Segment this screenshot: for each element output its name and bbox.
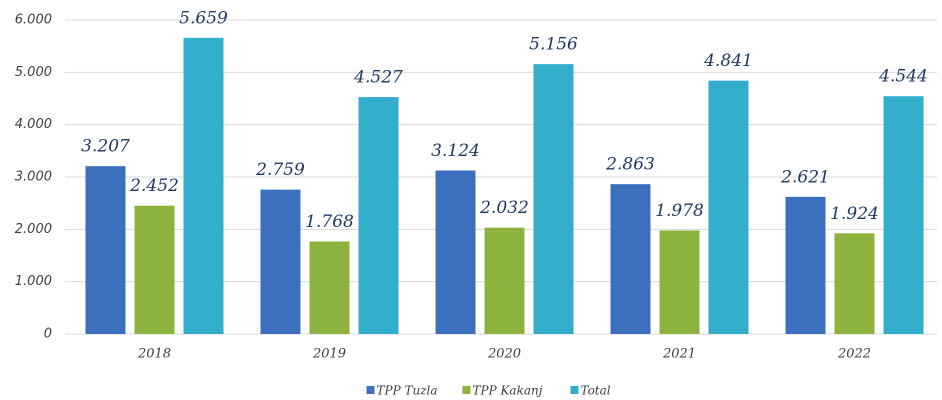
value-label: 4.527 [353, 68, 403, 88]
y-tick-label: 2.000 [15, 222, 52, 237]
value-label: 2.621 [780, 167, 830, 187]
value-label: 2.032 [479, 198, 529, 218]
legend-swatch [570, 386, 579, 394]
bar [309, 241, 350, 334]
x-tick-label: 2022 [837, 347, 871, 362]
bar [435, 170, 476, 334]
bar [484, 227, 525, 334]
bar [883, 96, 924, 335]
bar [785, 196, 826, 334]
bar [533, 64, 574, 334]
legend-label: TPP Kakanj [473, 384, 543, 398]
y-tick-label: 6.000 [15, 13, 52, 28]
x-tick-label: 2021 [662, 347, 696, 362]
value-label: 3.124 [431, 141, 480, 161]
x-tick-label: 2018 [137, 347, 171, 362]
bar [708, 80, 749, 335]
value-label: 1.978 [655, 201, 704, 221]
bar [358, 97, 399, 334]
value-label: 1.768 [305, 212, 354, 232]
value-label: 3.207 [81, 137, 130, 157]
bar [85, 166, 126, 334]
y-tick-label: 4.000 [15, 117, 52, 132]
x-tick-label: 2020 [487, 347, 521, 362]
legend-swatch [366, 386, 375, 394]
bar [134, 205, 175, 334]
bar [834, 233, 875, 334]
value-label: 4.544 [878, 67, 928, 87]
y-tick-label: 5.000 [15, 65, 52, 80]
y-tick-label: 3.000 [15, 170, 52, 185]
value-label: 1.924 [830, 204, 879, 224]
bar [260, 189, 301, 334]
value-label: 4.841 [703, 51, 753, 71]
bar [659, 230, 700, 334]
bar [610, 184, 651, 334]
value-label: 5.659 [179, 8, 228, 28]
value-label: 2.863 [605, 155, 655, 175]
x-tick-label: 2019 [312, 347, 346, 362]
y-tick-label: 0 [44, 327, 52, 342]
value-label: 2.452 [129, 176, 179, 196]
bar [183, 37, 224, 334]
y-tick-label: 1.000 [15, 274, 52, 289]
value-label: 2.759 [255, 160, 305, 180]
legend-label: Total [581, 384, 611, 398]
legend-swatch [462, 386, 471, 394]
legend-label: TPP Tuzla [377, 384, 438, 398]
value-label: 5.156 [529, 35, 578, 55]
